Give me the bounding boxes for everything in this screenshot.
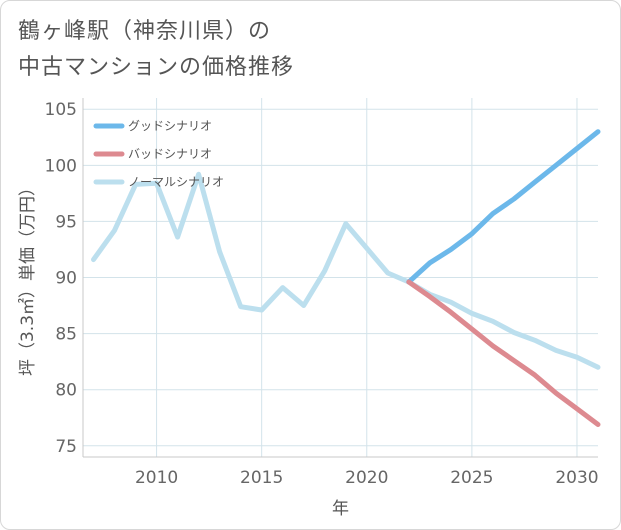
x-axis-title: 年 [332,499,349,519]
chart-title-line-2: 中古マンションの価格推移 [18,55,295,80]
legend-label-0: グッドシナリオ [128,119,212,133]
series-line-1 [406,279,601,427]
legend-label-2: ノーマルシナリオ [128,175,224,189]
chart-title: 鶴ヶ峰駅（神奈川県）の 中古マンションの価格推移 [18,14,294,86]
legend-label-1: バッドシナリオ [128,147,212,161]
plot-border [82,98,598,458]
series-line-2 [91,171,601,370]
y-tick-label-90: 90 [55,269,77,289]
y-tick-label-95: 95 [55,212,77,232]
y-tick-label-75: 75 [55,437,77,457]
y-tick-label-85: 85 [55,325,77,345]
series-layer [91,129,601,427]
y-tick-label-80: 80 [55,381,77,401]
y-axis-title: 坪（3.3㎡）単価（万円） [18,179,38,376]
x-tick-labels: 2010 2015 2020 2025 2030 [135,468,599,488]
x-tick-label-2030: 2030 [555,468,598,488]
y-tick-label-100: 100 [45,156,77,176]
y-tick-label-105: 105 [45,100,77,120]
series-line-0 [406,129,601,285]
x-tick-label-2020: 2020 [345,468,388,488]
x-tick-label-2015: 2015 [240,468,283,488]
y-tick-labels: 75 80 85 90 95 100 105 [45,100,77,457]
x-tick-label-2010: 2010 [135,468,178,488]
chart-title-line-1: 鶴ヶ峰駅（神奈川県）の [18,19,272,44]
x-tick-label-2025: 2025 [450,468,493,488]
